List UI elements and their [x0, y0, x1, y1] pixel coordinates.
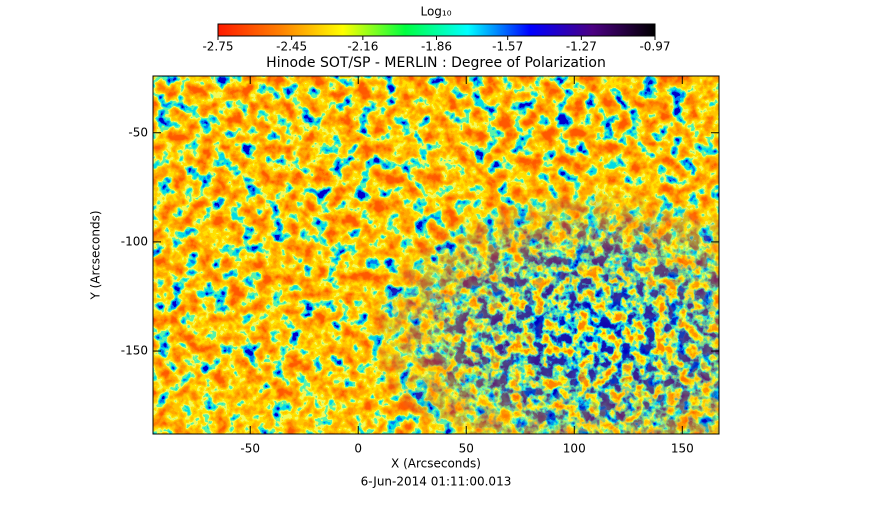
colorbar-tick-label: -2.75 [202, 40, 233, 54]
colorbar-tick-label: -2.16 [347, 40, 378, 54]
colorbar-tick-label: -1.86 [421, 40, 452, 54]
colorbar-tick-label: -2.45 [276, 40, 307, 54]
colorbar-tick-label: -0.97 [639, 40, 670, 54]
y-axis-label: Y (Arcseconds) [89, 210, 103, 300]
y-tick-label: -100 [121, 234, 148, 248]
colorbar-tick-label: -1.27 [566, 40, 597, 54]
x-tick-label: 150 [671, 442, 694, 456]
colorbar [217, 23, 656, 37]
plot-frame [152, 75, 720, 435]
chart-title: Hinode SOT/SP - MERLIN : Degree of Polar… [266, 55, 606, 71]
colorbar-label: Log₁₀ [420, 5, 451, 19]
subtitle: 6-Jun-2014 01:11:00.013 [361, 475, 512, 489]
y-tick-label: -50 [128, 125, 148, 139]
colorbar-tick-label: -1.57 [492, 40, 523, 54]
x-tick-label: 100 [563, 442, 586, 456]
x-tick-label: 0 [354, 442, 362, 456]
x-axis-label: X (Arcseconds) [391, 457, 481, 471]
x-tick-label: 50 [459, 442, 474, 456]
image [153, 76, 719, 434]
y-tick-label: -150 [121, 344, 148, 358]
x-tick-label: -50 [240, 442, 260, 456]
